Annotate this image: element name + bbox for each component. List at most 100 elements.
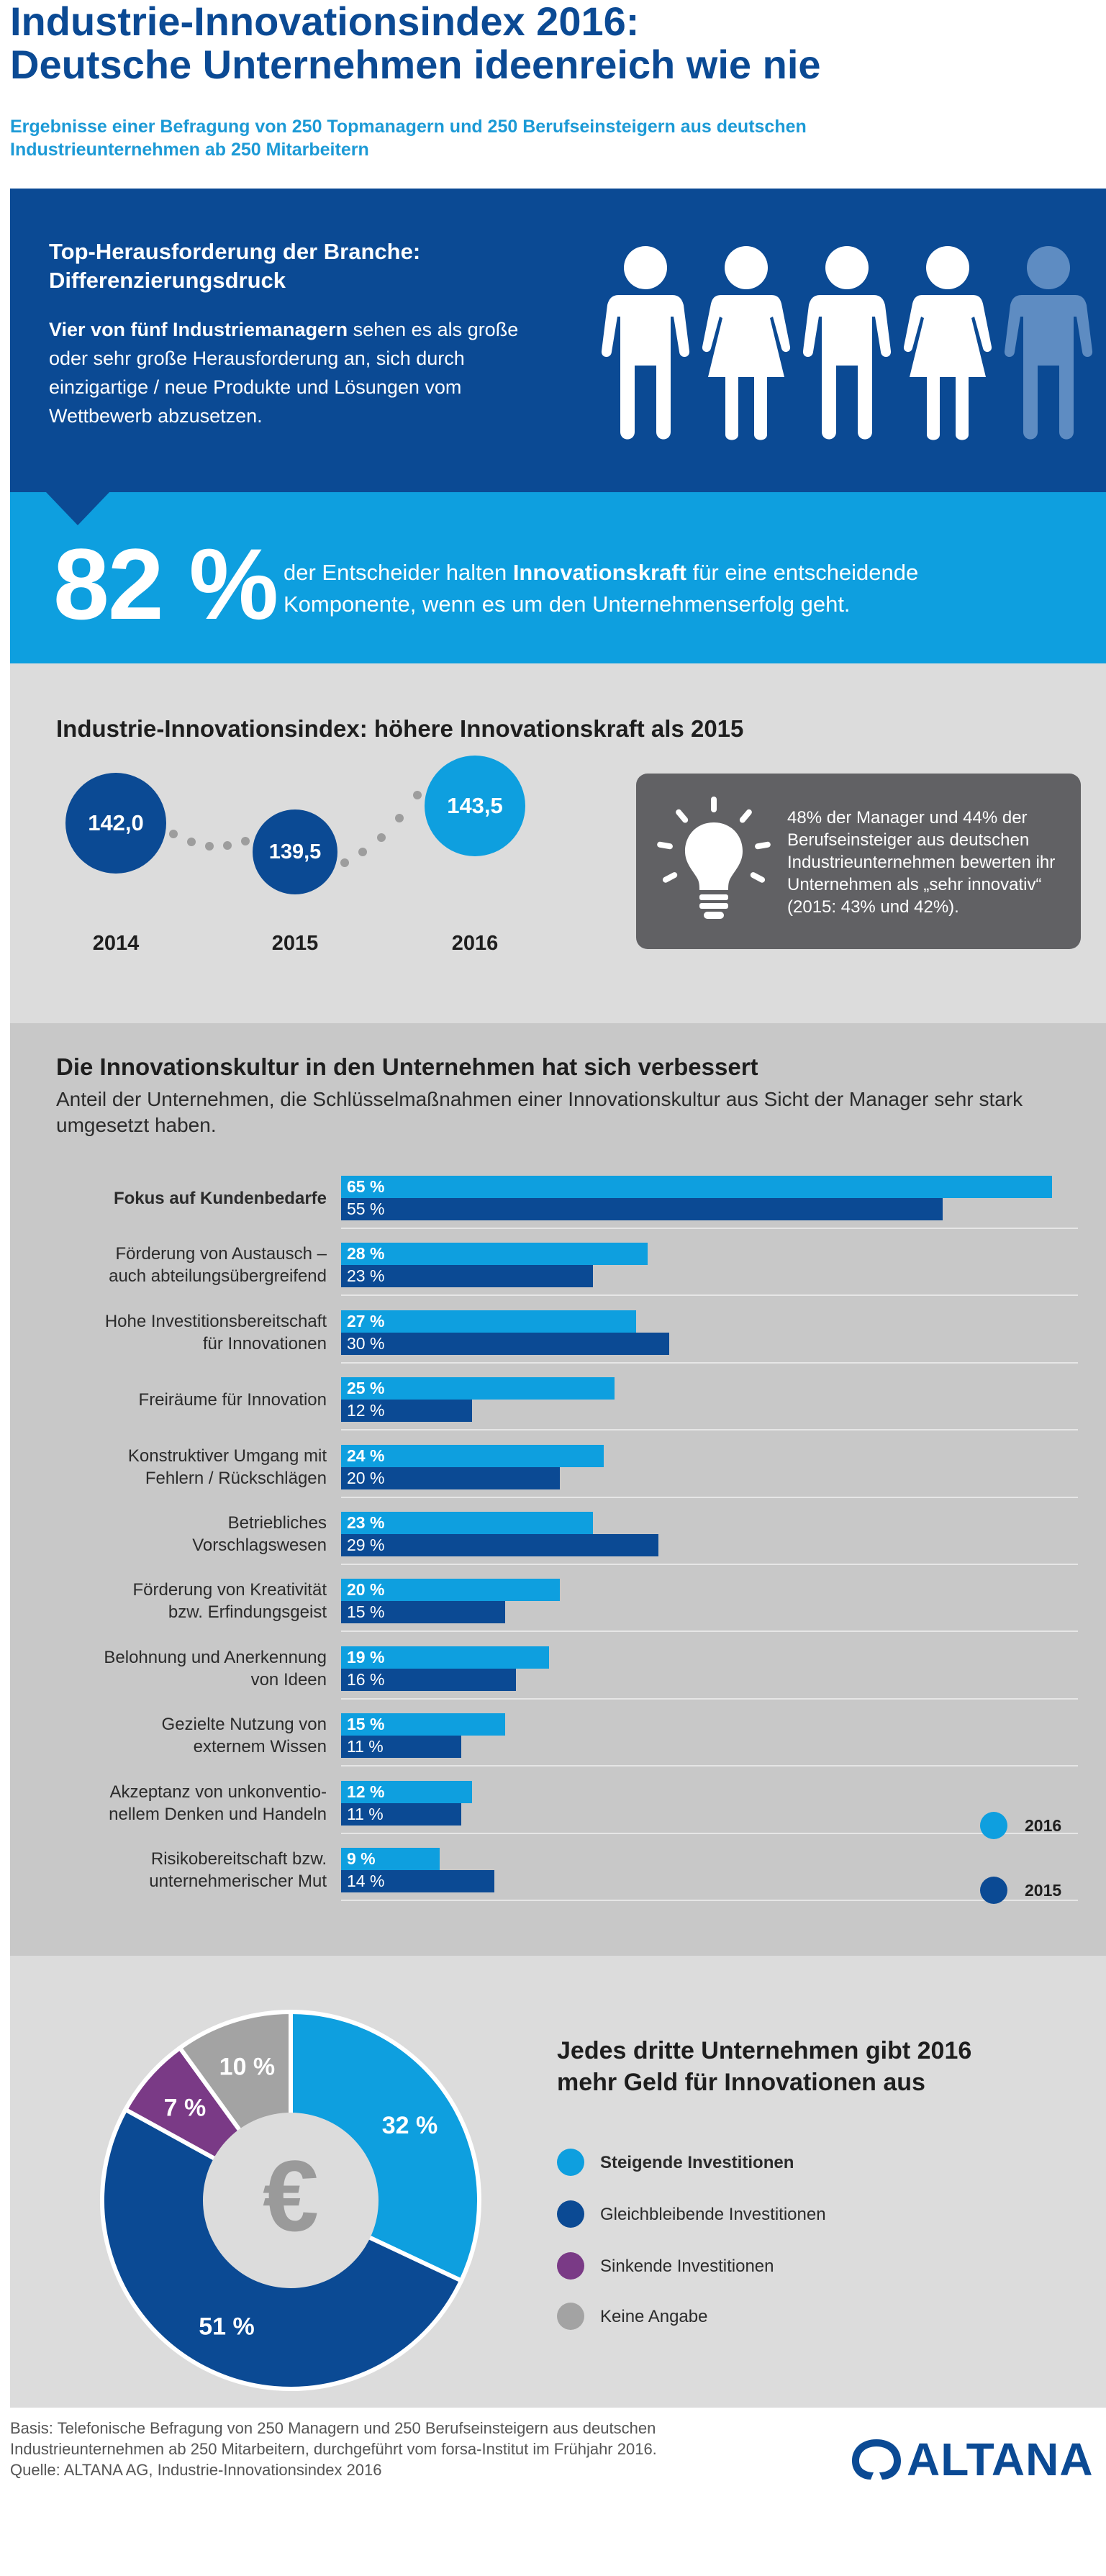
bar-2016: 27 % (341, 1310, 637, 1333)
female-person-icon (702, 246, 791, 440)
pie-legend-dot (557, 2303, 584, 2330)
bar-category-label-line: externem Wissen (193, 1737, 327, 1757)
index-connector-dot (169, 830, 178, 838)
challenge-section: Top-Herausforderung der Branche: Differe… (10, 189, 1106, 492)
pie-label: 10 % (219, 2054, 276, 2081)
bar-2015: 14 % (341, 1870, 494, 1892)
page-title: Industrie-Innovationsindex 2016: Deutsch… (10, 0, 821, 86)
bar-2015: 16 % (341, 1668, 517, 1691)
pie-legend-dot (557, 2149, 584, 2176)
bar-category-label: Gezielte Nutzung von externem Wissen (53, 1713, 327, 1758)
challenge-heading-line-2: Differenzierungsdruck (49, 268, 286, 293)
challenge-heading: Top-Herausforderung der Branche: Differe… (49, 237, 509, 295)
bar-category-label: Risikobereitschaft bzw. unternehmerischer… (53, 1848, 327, 1892)
index-connector-dot (376, 833, 386, 842)
pie-center-hole (203, 2113, 379, 2288)
innovation-percent: 82 % (53, 527, 278, 640)
row-separator (341, 1564, 1078, 1565)
bar-2015: 11 % (341, 1736, 462, 1759)
index-year-2016: 2016 (451, 932, 499, 955)
bar-category-label-line: für Innovationen (202, 1333, 327, 1353)
info-text: 48% der Manager und 44% der Berufseinste… (787, 808, 1056, 917)
index-connector-dot (187, 837, 196, 846)
row-separator (341, 1900, 1078, 1901)
pie-legend-label: Gleichbleibende Investitionen (600, 2205, 826, 2224)
row-separator (341, 1832, 1078, 1834)
footer-source: Basis: Telefonische Befragung von 250 Ma… (10, 2418, 802, 2480)
bar-2016: 15 % (341, 1713, 505, 1736)
index-year-2015: 2015 (271, 932, 319, 955)
page-subtitle: Ergebnisse einer Befragung von 250 Topma… (10, 115, 807, 161)
altana-logo-icon (852, 2439, 901, 2480)
bar-2016: 12 % (341, 1780, 473, 1803)
investment-section: €32 % 51 % 7 % 10 % Jedes dritte Unternehme… (10, 1956, 1106, 2408)
innovation-text: der Entscheider halten Innovationskraft … (284, 557, 1003, 620)
index-value-2015: 139,5 (253, 809, 337, 894)
section-notch (46, 492, 109, 525)
row-separator (341, 1361, 1078, 1364)
title-line-2: Deutsche Unternehmen ideenreich wie nie (10, 42, 821, 87)
euro-icon: € (263, 2139, 319, 2252)
bar-2016: 20 % (341, 1579, 560, 1602)
bar-category-label: Förderung von Kreativität bzw. Erfindungs… (53, 1579, 327, 1623)
index-connector-dot (394, 813, 404, 822)
row-separator (341, 1765, 1078, 1767)
info-box: 48% der Manager und 44% der Berufseinste… (636, 774, 1081, 949)
row-separator (341, 1228, 1078, 1229)
index-connector-dot (241, 837, 250, 845)
bar-2016: 24 % (341, 1444, 604, 1467)
row-separator (341, 1631, 1078, 1633)
index-value-2014: 142,0 (65, 773, 166, 874)
challenge-text-bold: Vier von fünf Industriemanagern (49, 319, 348, 340)
bar-category-label: Akzeptanz von unkonventio-nellem Denken … (53, 1781, 327, 1826)
legend-label-2015: 2015 (1025, 1881, 1062, 1900)
male-person-icon (802, 246, 892, 440)
bar-category-label-line: Hohe Investitionsbereitschaft (104, 1311, 327, 1331)
culture-heading: Die Innovationskultur in den Unternehmen… (56, 1053, 758, 1080)
bar-category-label: Betriebliches Vorschlagswesen (53, 1512, 327, 1556)
innovation-text-bold: Innovationskraft (512, 560, 686, 585)
index-connector-dot (413, 791, 422, 799)
bar-2015: 15 % (341, 1601, 505, 1624)
pie-label: 51 % (199, 2313, 255, 2341)
pie-legend-dot (557, 2200, 584, 2228)
index-connector-dot (358, 847, 368, 856)
bar-category-label-line: Akzeptanz von unkonventio- (109, 1782, 327, 1802)
index-connector-dot (205, 842, 214, 851)
legend-dot-2016 (980, 1812, 1007, 1839)
bar-2015: 20 % (341, 1466, 560, 1489)
row-separator (341, 1294, 1078, 1297)
footer-line-2: Industrieunternehmen ab 250 Mitarbeitern… (10, 2440, 657, 2458)
investment-heading-line-1: Jedes dritte Unternehmen gibt 2016 (557, 2037, 972, 2064)
bar-category-label-line: Freiräume für Innovation (138, 1389, 327, 1410)
bar-category-label: Förderung von Austausch – auch abteilungs… (53, 1243, 327, 1287)
bar-category-label-line: Belohnung und Anerkennung (104, 1647, 327, 1667)
bar-category-label-line: auch abteilungsübergreifend (109, 1266, 327, 1287)
pie-label: 7 % (164, 2094, 207, 2121)
bar-category-label-line: unternehmerischer Mut (149, 1872, 327, 1891)
bar-2016: 19 % (341, 1646, 549, 1669)
challenge-heading-line-1: Top-Herausforderung der Branche: (49, 239, 421, 264)
bar-2015: 29 % (341, 1534, 658, 1556)
index-connector-dot (223, 840, 232, 850)
pie-legend-dot (557, 2252, 584, 2280)
lightbulb-icon (657, 797, 771, 919)
bar-category-label-line: von Ideen (250, 1669, 327, 1690)
investment-pie-chart: €32 % 51 % 7 % 10 % (100, 2009, 481, 2391)
legend-label-2016: 2016 (1025, 1816, 1062, 1835)
bar-2016: 65 % (341, 1176, 1052, 1198)
altana-logo: ALTANA (849, 2436, 1093, 2486)
bar-category-label-line: Gezielte Nutzung von (161, 1715, 327, 1735)
logo-text: ALTANA (907, 2434, 1094, 2485)
innovation-text-before: der Entscheider halten (284, 560, 513, 585)
challenge-text: Vier von fünf Industriemanagern sehen es… (49, 315, 538, 430)
row-separator (341, 1496, 1078, 1498)
pie-legend-label: Steigende Investitionen (600, 2153, 794, 2172)
row-separator (341, 1697, 1078, 1700)
bar-category-label: Konstruktiver Umgang mit Fehlern / Rücksc… (53, 1445, 327, 1489)
bar-2015: 55 % (341, 1198, 943, 1220)
legend-dot-2015 (980, 1877, 1007, 1904)
female-person-icon (903, 246, 992, 440)
bar-2015: 12 % (341, 1400, 473, 1423)
bar-category-label-line: Risikobereitschaft bzw. (150, 1849, 327, 1869)
